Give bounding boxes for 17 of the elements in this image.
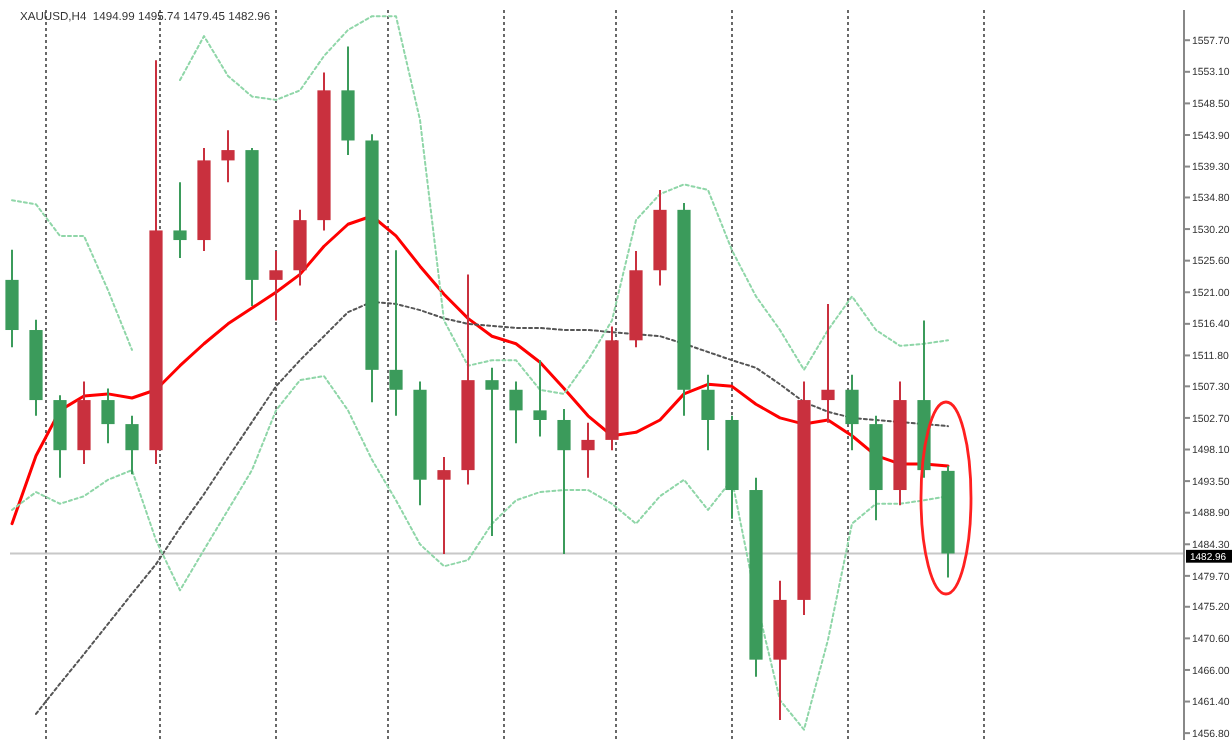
candlestick [821,302,835,424]
candlestick [437,456,451,555]
line-series [35,300,949,715]
candlestick [509,380,523,445]
candlestick [269,250,283,322]
line-series [10,214,950,526]
candlestick [221,129,235,184]
candlestick [125,414,139,476]
candlestick [485,366,499,538]
candlestick [557,407,571,555]
candlestick [533,359,547,438]
candlestick [845,373,859,452]
candlestick [701,373,715,452]
candlestick [581,421,595,479]
candlestick [389,249,403,417]
candlestick [101,387,115,445]
candlestick [173,181,187,259]
